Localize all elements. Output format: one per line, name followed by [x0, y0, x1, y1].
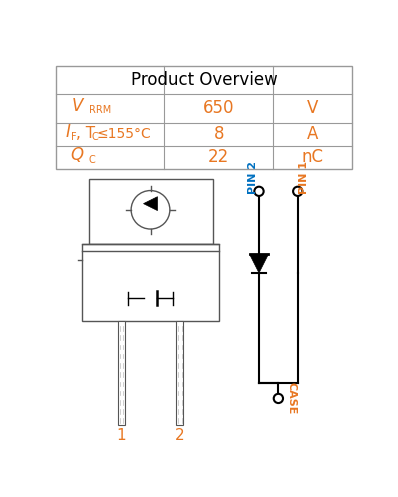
Text: C: C: [88, 155, 95, 165]
Text: C: C: [92, 132, 98, 142]
Text: PIN 2: PIN 2: [248, 162, 258, 194]
Bar: [88, 179, 213, 245]
Bar: [117, 322, 125, 425]
Text: , T: , T: [76, 126, 95, 141]
Bar: [82, 245, 219, 322]
Circle shape: [293, 187, 302, 196]
Bar: [56, 66, 352, 169]
Circle shape: [254, 187, 263, 196]
Text: F: F: [72, 132, 77, 142]
Text: Q: Q: [70, 146, 83, 164]
Text: CASE: CASE: [286, 382, 296, 414]
Text: 2: 2: [175, 428, 185, 443]
Text: V: V: [307, 99, 318, 117]
Text: I: I: [65, 123, 70, 141]
Text: PIN 1: PIN 1: [299, 162, 309, 194]
Text: RRM: RRM: [88, 105, 111, 115]
Circle shape: [274, 394, 283, 403]
Text: 650: 650: [203, 99, 234, 117]
Text: 8: 8: [213, 125, 224, 143]
Text: Product Overview: Product Overview: [131, 71, 277, 88]
Text: A: A: [307, 125, 318, 143]
Text: V: V: [72, 97, 83, 115]
Polygon shape: [250, 254, 268, 273]
Bar: [176, 322, 183, 425]
Polygon shape: [144, 197, 158, 211]
Text: nC: nC: [301, 149, 324, 166]
Text: 1: 1: [116, 428, 126, 443]
Text: ≤155°C: ≤155°C: [96, 127, 151, 141]
Text: 22: 22: [208, 149, 229, 166]
Circle shape: [131, 190, 170, 229]
